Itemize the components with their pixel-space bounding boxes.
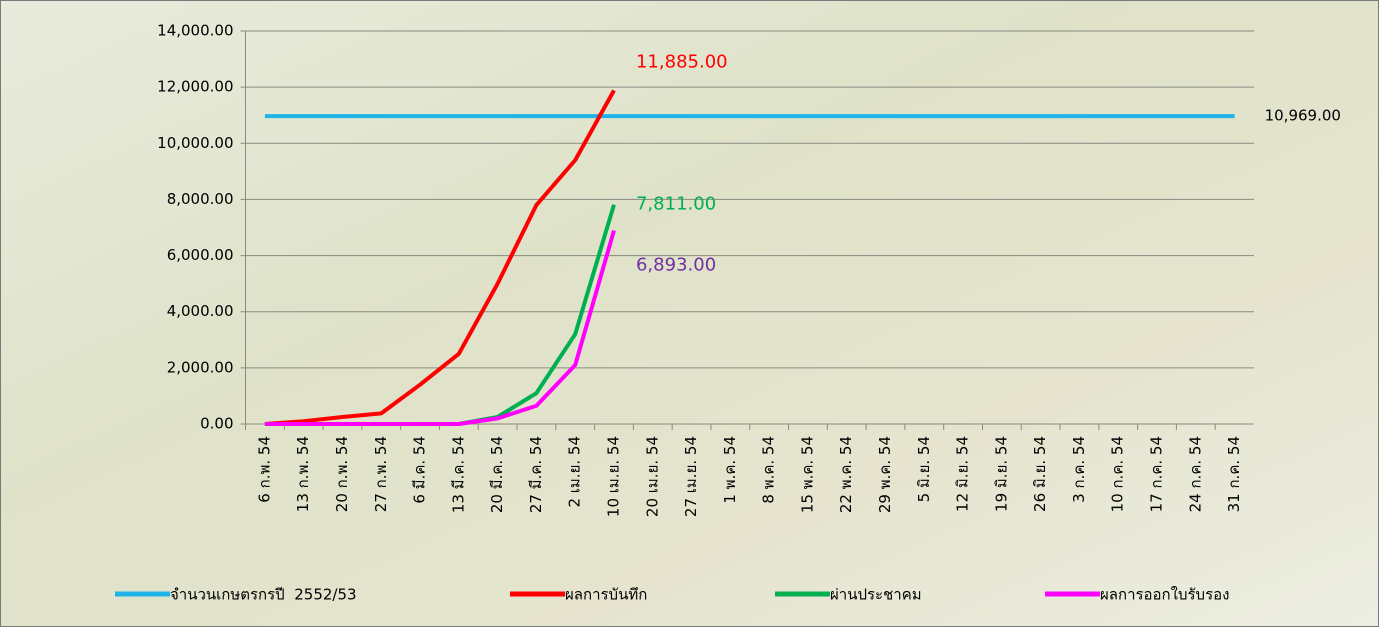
legend-label: จำนวนเกษตรกรปี 2552/53 xyxy=(170,586,357,604)
y-tick-label: 2,000.00 xyxy=(167,358,234,376)
x-tick-label: 13 มี.ค. 54 xyxy=(449,436,467,513)
x-tick-label: 6 ก.พ. 54 xyxy=(255,436,273,503)
y-tick-label: 12,000.00 xyxy=(157,78,233,96)
legend-label: ผลการบันทึก xyxy=(565,586,647,604)
x-tick-label: 10 ก.ค. 54 xyxy=(1109,436,1127,512)
y-tick-label: 0.00 xyxy=(200,415,233,433)
data-label: 6,893.00 xyxy=(636,255,716,276)
legend-label: ผลการออกใบรับรอง xyxy=(1100,586,1229,604)
x-tick-label: 3 ก.ค. 54 xyxy=(1070,436,1088,503)
x-tick-label: 19 มิ.ย. 54 xyxy=(992,436,1010,512)
x-tick-label: 2 เม.ย. 54 xyxy=(566,436,584,508)
x-tick-label: 17 ก.ค. 54 xyxy=(1148,436,1166,512)
legend-label: ผ่านประชาคม xyxy=(830,586,922,604)
x-tick-label: 26 มิ.ย. 54 xyxy=(1031,436,1049,512)
series-line xyxy=(264,229,616,426)
x-tick-label: 15 พ.ค. 54 xyxy=(798,436,816,513)
x-tick-label: 6 มี.ค. 54 xyxy=(411,436,429,504)
y-tick-label: 8,000.00 xyxy=(167,190,234,208)
data-label: 10,969.00 xyxy=(1265,107,1341,125)
x-tick-label: 5 มิ.ย. 54 xyxy=(915,436,933,502)
x-tick-label: 24 ก.ค. 54 xyxy=(1186,436,1204,512)
y-tick-label: 6,000.00 xyxy=(167,246,234,264)
data-label: 11,885.00 xyxy=(636,51,728,72)
x-tick-label: 29 พ.ค. 54 xyxy=(876,436,894,513)
x-tick-label: 27 เม.ย. 54 xyxy=(682,436,700,517)
x-tick-label: 27 ก.พ. 54 xyxy=(372,436,390,512)
series-line xyxy=(264,89,616,426)
y-tick-label: 10,000.00 xyxy=(157,134,233,152)
x-tick-label: 12 มิ.ย. 54 xyxy=(954,436,972,512)
x-tick-label: 22 พ.ค. 54 xyxy=(837,436,855,513)
x-tick-label: 13 ก.พ. 54 xyxy=(294,436,312,512)
y-tick-label: 4,000.00 xyxy=(167,302,234,320)
x-tick-label: 20 เม.ย. 54 xyxy=(643,436,661,517)
data-label: 7,811.00 xyxy=(636,194,716,215)
x-tick-label: 10 เม.ย. 54 xyxy=(604,436,622,517)
x-tick-label: 8 พ.ค. 54 xyxy=(760,436,778,504)
x-tick-label: 27 มี.ค. 54 xyxy=(527,436,545,513)
x-tick-label: 1 พ.ค. 54 xyxy=(721,436,739,504)
x-tick-label: 20 ก.พ. 54 xyxy=(333,436,351,512)
y-tick-label: 14,000.00 xyxy=(157,22,233,40)
x-tick-label: 31 ก.ค. 54 xyxy=(1225,436,1243,512)
x-tick-label: 20 มี.ค. 54 xyxy=(488,436,506,513)
